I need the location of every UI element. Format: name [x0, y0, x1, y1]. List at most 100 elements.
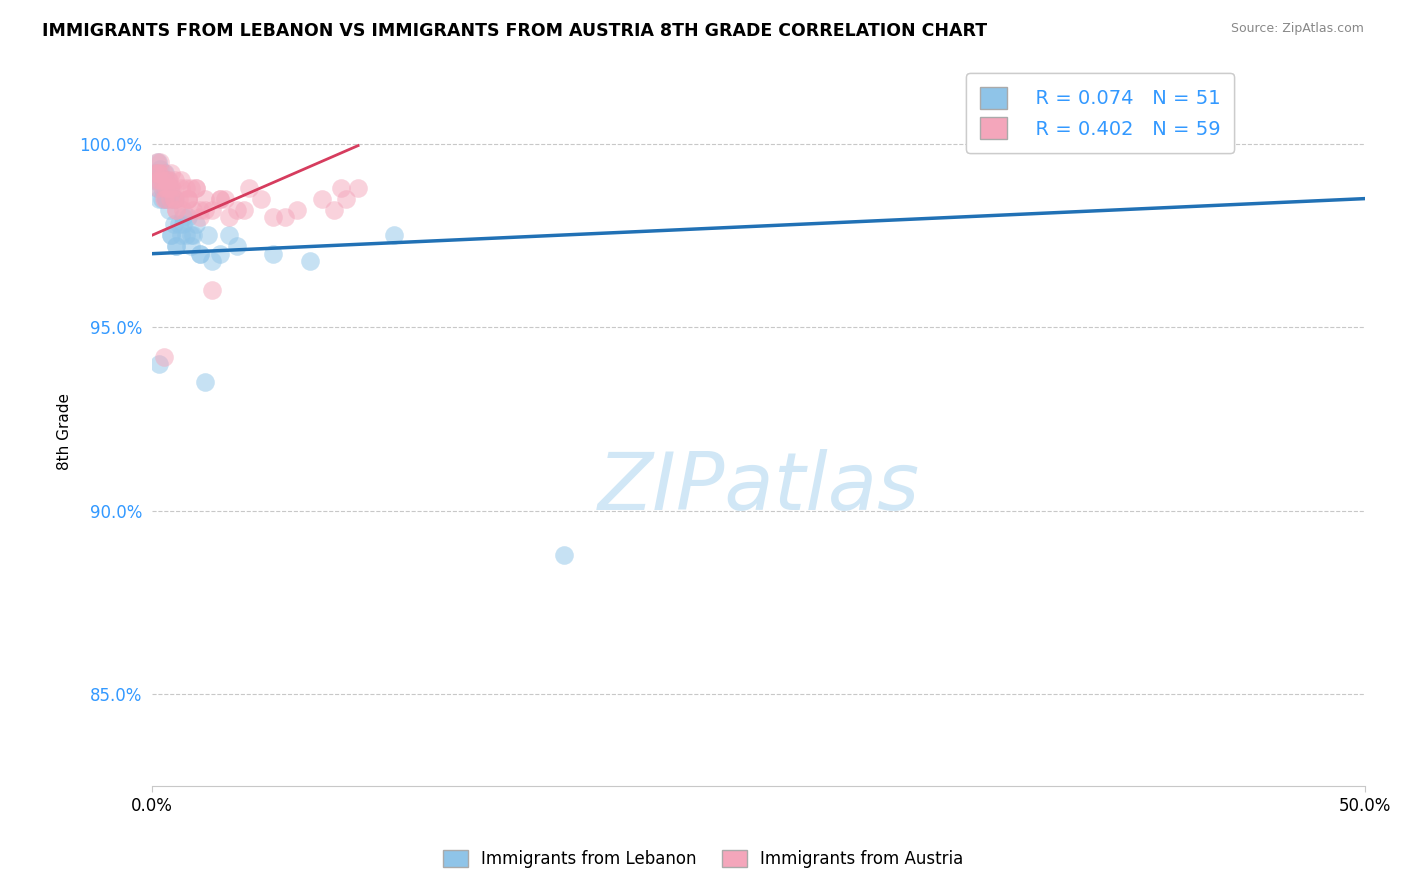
Point	[165, 202, 187, 217]
Point	[298, 254, 321, 268]
Point	[201, 202, 224, 217]
Point	[274, 210, 297, 224]
Point	[149, 162, 172, 177]
Point	[145, 166, 167, 180]
Point	[170, 180, 193, 194]
Point	[177, 210, 200, 224]
Point	[194, 202, 217, 217]
Point	[311, 192, 333, 206]
Point	[167, 192, 190, 206]
Point	[157, 173, 180, 187]
Point	[155, 192, 177, 206]
Point	[218, 228, 240, 243]
Point	[153, 192, 176, 206]
Point	[208, 192, 231, 206]
Point	[322, 202, 344, 217]
Point	[153, 166, 176, 180]
Point	[197, 228, 219, 243]
Point	[287, 202, 309, 217]
Point	[347, 180, 370, 194]
Point	[143, 173, 166, 187]
Point	[148, 192, 170, 206]
Point	[163, 192, 186, 206]
Point	[148, 166, 170, 180]
Point	[163, 173, 186, 187]
Point	[153, 180, 176, 194]
Point	[181, 228, 204, 243]
Point	[208, 246, 231, 260]
Point	[330, 180, 353, 194]
Point	[149, 154, 172, 169]
Point	[152, 180, 174, 194]
Point	[190, 210, 212, 224]
Point	[148, 173, 170, 187]
Point	[146, 154, 169, 169]
Point	[177, 192, 200, 206]
Point	[335, 192, 357, 206]
Point	[163, 192, 186, 206]
Point	[170, 173, 193, 187]
Point	[163, 217, 186, 231]
Point	[250, 192, 273, 206]
Point	[225, 239, 247, 253]
Point	[172, 217, 194, 231]
Text: ZIPatlas: ZIPatlas	[598, 450, 920, 527]
Point	[170, 228, 193, 243]
Text: Source: ZipAtlas.com: Source: ZipAtlas.com	[1230, 22, 1364, 36]
Point	[159, 180, 181, 194]
Point	[156, 180, 179, 194]
Point	[177, 192, 200, 206]
Point	[145, 180, 167, 194]
Point	[153, 350, 176, 364]
Point	[177, 192, 200, 206]
Point	[152, 173, 174, 187]
Point	[160, 166, 183, 180]
Point	[174, 180, 197, 194]
Point	[165, 239, 187, 253]
Point	[160, 228, 183, 243]
Point	[155, 180, 177, 194]
Point	[157, 202, 180, 217]
Point	[233, 202, 256, 217]
Point	[143, 173, 166, 187]
Point	[153, 166, 176, 180]
Point	[1111, 129, 1133, 144]
Text: IMMIGRANTS FROM LEBANON VS IMMIGRANTS FROM AUSTRIA 8TH GRADE CORRELATION CHART: IMMIGRANTS FROM LEBANON VS IMMIGRANTS FR…	[42, 22, 987, 40]
Point	[180, 180, 202, 194]
Point	[190, 202, 212, 217]
Point	[160, 228, 183, 243]
Point	[165, 239, 187, 253]
Point	[156, 173, 179, 187]
Point	[146, 166, 169, 180]
Point	[262, 210, 284, 224]
Point	[238, 180, 260, 194]
Point	[150, 192, 173, 206]
Point	[181, 202, 204, 217]
Point	[145, 166, 167, 180]
Point	[184, 217, 207, 231]
Point	[150, 180, 173, 194]
Point	[153, 192, 176, 206]
Point	[553, 548, 575, 562]
Point	[201, 284, 224, 298]
Point	[162, 192, 184, 206]
Legend: Immigrants from Lebanon, Immigrants from Austria: Immigrants from Lebanon, Immigrants from…	[436, 843, 970, 875]
Point	[201, 254, 224, 268]
Point	[180, 228, 202, 243]
Point	[225, 202, 247, 217]
Point	[190, 246, 212, 260]
Point	[180, 239, 202, 253]
Point	[174, 228, 197, 243]
Point	[208, 192, 231, 206]
Point	[194, 192, 217, 206]
Point	[184, 180, 207, 194]
Point	[155, 192, 177, 206]
Point	[165, 202, 187, 217]
Point	[148, 357, 170, 371]
Point	[150, 173, 173, 187]
Point	[159, 192, 181, 206]
Legend:   R = 0.074   N = 51,   R = 0.402   N = 59: R = 0.074 N = 51, R = 0.402 N = 59	[966, 73, 1234, 153]
Point	[145, 166, 167, 180]
Point	[155, 173, 177, 187]
Point	[194, 375, 217, 389]
